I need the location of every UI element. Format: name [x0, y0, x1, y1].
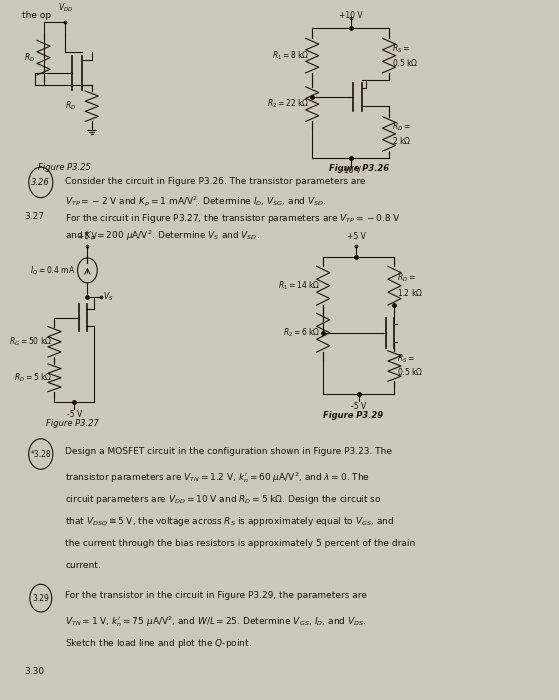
Text: 0.5 k$\Omega$: 0.5 k$\Omega$: [397, 366, 424, 377]
Text: the current through the bias resistors is approximately 5 percent of the drain: the current through the bias resistors i…: [65, 538, 416, 547]
Text: $R_S=$: $R_S=$: [392, 43, 410, 55]
Text: and $K_p=200$ $\mu$A/V$^2$. Determine $V_S$ and $V_{SD}$.: and $K_p=200$ $\mu$A/V$^2$. Determine $V…: [65, 229, 260, 244]
Text: transistor parameters are $V_{TN}=1.2$ V, $k^{\prime}_n=60$ $\mu$A/V$^2$, and $\: transistor parameters are $V_{TN}=1.2$ V…: [65, 470, 371, 485]
Text: -10 V: -10 V: [340, 167, 361, 176]
Text: $R_2=6$ k$\Omega$: $R_2=6$ k$\Omega$: [283, 326, 320, 339]
Text: $R_D$: $R_D$: [24, 51, 35, 64]
Text: circuit parameters are $V_{DD}=10$ V and $R_D=5$ k$\Omega$. Design the circuit s: circuit parameters are $V_{DD}=10$ V and…: [65, 493, 382, 506]
Text: 3.30: 3.30: [25, 666, 45, 676]
Text: $R_1=8$ k$\Omega$: $R_1=8$ k$\Omega$: [272, 50, 310, 62]
Text: 1.2 k$\Omega$: 1.2 k$\Omega$: [397, 287, 423, 298]
Text: $I_Q=0.4$ mA: $I_Q=0.4$ mA: [30, 264, 75, 276]
Text: $R_2=22$ k$\Omega$: $R_2=22$ k$\Omega$: [267, 98, 310, 111]
Text: $V_{TN}=1$ V, $k^{\prime}_n=75$ $\mu$A/V$^2$, and $W/L=25$. Determine $V_{GS}$, : $V_{TN}=1$ V, $k^{\prime}_n=75$ $\mu$A/V…: [65, 614, 367, 629]
Text: $V_{TP}=-2$ V and $K_p=1$ mA/V$^2$. Determine $I_D$, $V_{SG}$, and $V_{SD}$.: $V_{TP}=-2$ V and $K_p=1$ mA/V$^2$. Dete…: [65, 194, 327, 209]
Text: +5 V: +5 V: [347, 232, 366, 241]
Text: 3.29: 3.29: [32, 594, 49, 603]
Text: $R_G=50$ k$\Omega$: $R_G=50$ k$\Omega$: [8, 335, 52, 348]
Text: Figure P3.29: Figure P3.29: [323, 411, 383, 420]
Text: current.: current.: [65, 561, 101, 570]
Text: Figure P3.26: Figure P3.26: [329, 164, 389, 173]
Text: For the circuit in Figure P3.27, the transistor parameters are $V_{TP}=-0.8$ V: For the circuit in Figure P3.27, the tra…: [65, 211, 401, 225]
Text: For the transistor in the circuit in Figure P3.29, the parameters are: For the transistor in the circuit in Fig…: [65, 592, 367, 600]
Text: 0.5 k$\Omega$: 0.5 k$\Omega$: [392, 57, 418, 68]
Text: -5 V: -5 V: [67, 410, 82, 419]
Text: $R_D=5$ k$\Omega$: $R_D=5$ k$\Omega$: [13, 372, 52, 384]
Text: $R_D=$: $R_D=$: [392, 120, 410, 133]
Text: $R_D=$: $R_D=$: [397, 271, 416, 284]
Text: +5 V: +5 V: [78, 232, 97, 241]
Text: that $V_{DSQ}\cong5$ V, the voltage across $R_S$ is approximately equal to $V_{G: that $V_{DSQ}\cong5$ V, the voltage acro…: [65, 516, 395, 528]
Text: $R_D$: $R_D$: [65, 100, 77, 113]
Text: *3.28: *3.28: [31, 449, 51, 459]
Text: 3.27: 3.27: [25, 211, 44, 220]
Text: the op: the op: [22, 10, 51, 20]
Text: Figure P3.25: Figure P3.25: [38, 163, 91, 172]
Text: +10 V: +10 V: [339, 10, 362, 20]
Text: $R_1=14$ k$\Omega$: $R_1=14$ k$\Omega$: [278, 279, 320, 292]
Text: Figure P3.27: Figure P3.27: [46, 419, 99, 428]
Text: -5 V: -5 V: [351, 402, 367, 411]
Text: $R_S=$: $R_S=$: [397, 353, 415, 365]
Text: 3.26: 3.26: [31, 178, 50, 187]
Text: 2 k$\Omega$: 2 k$\Omega$: [392, 135, 411, 146]
Text: $V_S$: $V_S$: [103, 290, 113, 303]
Text: Sketch the load line and plot the $Q$-point.: Sketch the load line and plot the $Q$-po…: [65, 637, 253, 650]
Text: Design a MOSFET circuit in the configuration shown in Figure P3.23. The: Design a MOSFET circuit in the configura…: [65, 447, 392, 456]
Text: $V_{DD}$: $V_{DD}$: [58, 1, 73, 14]
Text: Consider the circuit in Figure P3.26. The transistor parameters are: Consider the circuit in Figure P3.26. Th…: [65, 177, 366, 186]
